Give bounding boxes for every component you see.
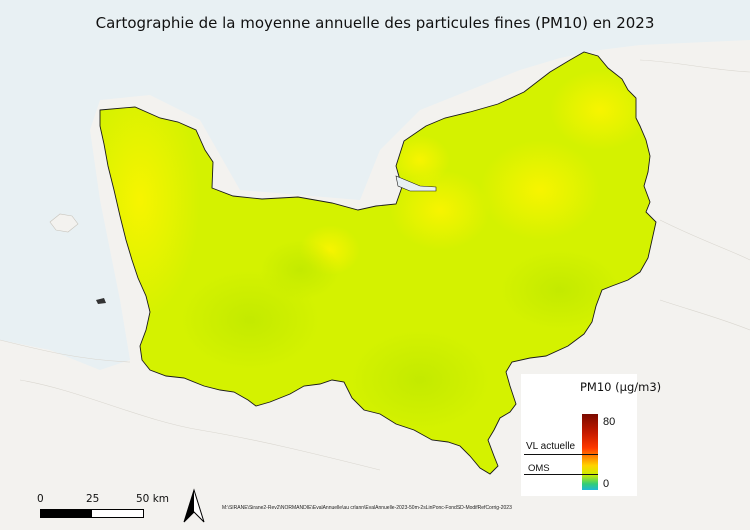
- legend-oms-line: [524, 474, 598, 475]
- legend-panel: [521, 374, 637, 496]
- north-arrow-icon: [183, 488, 205, 523]
- seine-estuary: [395, 175, 437, 192]
- scale-label-0: 0: [37, 493, 44, 505]
- legend-oms-label: OMS: [528, 463, 550, 474]
- scale-label-50: 50 km: [136, 493, 170, 505]
- source-path-text: M:\SIRANE\Sirane2-Rev2\NORMANDIE\EvalAnn…: [222, 505, 512, 511]
- legend-title: PM10 (µg/m3): [580, 380, 662, 394]
- legend-min-label: 0: [603, 478, 610, 490]
- legend-max-label: 80: [603, 416, 616, 428]
- scale-label-25: 25: [86, 493, 100, 505]
- scale-bar: [40, 509, 144, 518]
- legend-vl-label: VL actuelle: [526, 441, 576, 452]
- legend-vl-line: [524, 454, 598, 455]
- legend-color-ramp: [582, 414, 598, 490]
- island-small: [96, 298, 106, 304]
- island-jersey: [49, 213, 79, 233]
- background-land-features: [0, 59, 750, 471]
- sea-area: [0, 0, 750, 370]
- map-title: Cartographie de la moyenne annuelle des …: [95, 14, 655, 32]
